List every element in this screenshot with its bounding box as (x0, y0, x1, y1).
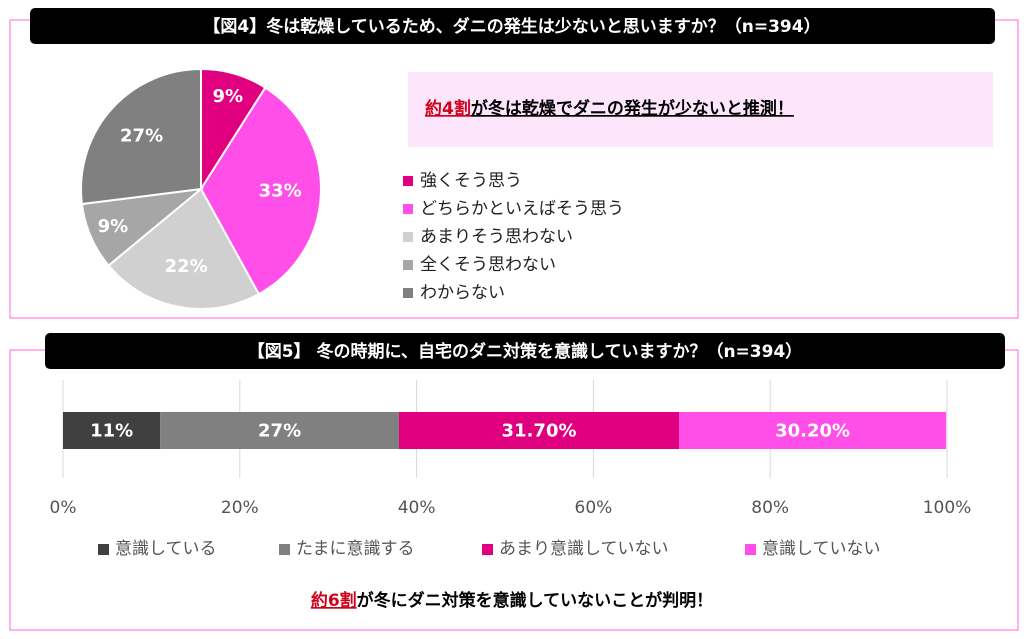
annotation-highlight: 約4割 (425, 98, 471, 119)
legend-swatch (403, 232, 413, 242)
data-label: 33% (259, 180, 302, 201)
legend-swatch (98, 544, 109, 555)
legend-label: あまりそう思わない (420, 227, 573, 247)
data-label: 31.70% (502, 421, 577, 442)
annotation: 約6割が冬にダニ対策を意識していないことが判明！ (311, 590, 713, 611)
data-label: 22% (165, 256, 208, 277)
legend-swatch (745, 544, 756, 555)
legend-swatch (403, 176, 413, 186)
legend-label: たまに意識する (296, 539, 415, 559)
legend-swatch (279, 544, 290, 555)
legend-label: わからない (420, 283, 505, 303)
chart-title: 【図4】冬は乾燥しているため、ダニの発生は少ないと思いますか？（n=394） (203, 16, 820, 37)
legend-label: どちらかといえばそう思う (420, 199, 624, 219)
data-label: 9% (98, 216, 129, 237)
data-label: 11% (90, 421, 133, 442)
x-tick-label: 20% (221, 498, 259, 518)
x-tick-label: 80% (751, 498, 789, 518)
x-tick-label: 0% (50, 498, 77, 518)
data-label: 27% (120, 126, 163, 147)
bar-segment (679, 412, 947, 449)
annotation-text: が冬は乾燥でダニの発生が少ないと推測！ (471, 98, 794, 119)
annotation-box (408, 72, 993, 147)
annotation: 約4割が冬は乾燥でダニの発生が少ないと推測！ (425, 98, 794, 119)
title-bar (30, 8, 995, 44)
annotation-highlight: 約6割 (311, 590, 357, 611)
legend-label: 意識している (115, 539, 217, 559)
data-label: 27% (258, 421, 301, 442)
legend-label: 全くそう思わない (420, 255, 556, 275)
panel-border (9, 349, 1019, 631)
legend-swatch (403, 260, 413, 270)
pie-slice (80, 67, 202, 206)
legend-label: 意識していない (762, 539, 881, 559)
legend-swatch (403, 288, 413, 298)
legend-swatch (482, 544, 493, 555)
bar-segment (63, 412, 161, 449)
x-tick-label: 60% (575, 498, 613, 518)
chart-title: 【図5】 冬の時期に、自宅のダニ対策を意識していますか？（n=394） (248, 341, 803, 362)
data-label: 30.20% (775, 421, 850, 442)
legend-label: 強くそう思う (420, 171, 522, 191)
legend-label: あまり意識していない (499, 539, 669, 559)
pie-slice (107, 187, 261, 310)
bar-segment (398, 412, 680, 449)
x-tick-label: 100% (923, 498, 972, 518)
title-bar (45, 333, 1005, 369)
legend-swatch (403, 204, 413, 214)
bar-segment (160, 412, 399, 449)
x-tick-label: 40% (398, 498, 436, 518)
annotation-text: が冬にダニ対策を意識していないことが判明！ (357, 590, 714, 611)
data-label: 9% (213, 86, 244, 107)
